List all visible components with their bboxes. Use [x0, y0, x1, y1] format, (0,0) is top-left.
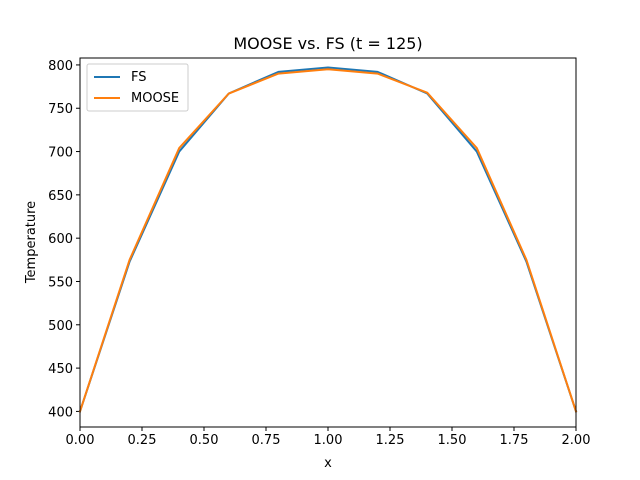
- y-tick-label: 800: [48, 59, 73, 74]
- x-tick-label: 0.25: [128, 433, 157, 448]
- y-tick-label: 700: [48, 146, 73, 161]
- series-line-fs: [78, 66, 578, 413]
- y-tick-label: 400: [48, 405, 73, 420]
- x-tick-label: 1.50: [438, 433, 467, 448]
- plot-frame: [79, 57, 577, 428]
- y-tick-label: 550: [48, 275, 73, 290]
- y-tick-label: 750: [48, 102, 73, 117]
- x-tick-label: 1.25: [376, 433, 405, 448]
- chart-title: MOOSE vs. FS (t = 125): [233, 34, 422, 53]
- x-tick-label: 1.75: [500, 433, 529, 448]
- x-axis: 0.00 0.25 0.50 0.75 1.00 1.25 1.50 1.75 2.00: [66, 427, 591, 448]
- y-tick-label: 500: [48, 319, 73, 334]
- x-tick-label: 1.00: [314, 433, 343, 448]
- y-tick-label: 650: [48, 189, 73, 204]
- x-tick-label: 0.50: [190, 433, 219, 448]
- legend: FS MOOSE: [86, 63, 189, 112]
- x-tick-label: 0.75: [252, 433, 281, 448]
- legend-label-fs: FS: [131, 70, 147, 85]
- series-layer: [78, 66, 578, 413]
- series-line-moose: [78, 68, 578, 413]
- y-axis-label: Temperature: [24, 201, 39, 284]
- x-tick-label: 2.00: [562, 433, 591, 448]
- legend-box: [86, 63, 189, 112]
- x-axis-label: x: [324, 456, 332, 471]
- legend-label-moose: MOOSE: [131, 91, 179, 106]
- x-tick-label: 0.00: [66, 433, 95, 448]
- y-tick-label: 600: [48, 232, 73, 247]
- y-axis: 400 450 500 550 600 650 700 750 800: [48, 59, 80, 420]
- y-tick-label: 450: [48, 362, 73, 377]
